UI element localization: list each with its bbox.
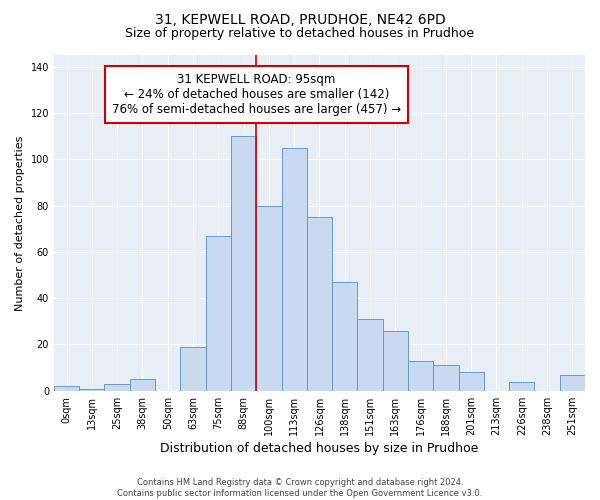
Bar — [130, 379, 155, 391]
Bar — [181, 347, 206, 391]
Bar — [231, 136, 256, 391]
Text: Size of property relative to detached houses in Prudhoe: Size of property relative to detached ho… — [125, 28, 475, 40]
Bar — [206, 236, 231, 391]
Bar — [79, 388, 104, 391]
Bar — [458, 372, 484, 391]
Bar — [307, 217, 332, 391]
Bar — [332, 282, 358, 391]
Bar — [54, 386, 79, 391]
Bar — [408, 360, 433, 391]
Y-axis label: Number of detached properties: Number of detached properties — [15, 135, 25, 310]
Bar — [560, 374, 585, 391]
Bar — [383, 330, 408, 391]
Text: Contains HM Land Registry data © Crown copyright and database right 2024.
Contai: Contains HM Land Registry data © Crown c… — [118, 478, 482, 498]
Bar — [358, 319, 383, 391]
Bar — [281, 148, 307, 391]
Text: 31, KEPWELL ROAD, PRUDHOE, NE42 6PD: 31, KEPWELL ROAD, PRUDHOE, NE42 6PD — [155, 12, 445, 26]
Text: 31 KEPWELL ROAD: 95sqm
← 24% of detached houses are smaller (142)
76% of semi-de: 31 KEPWELL ROAD: 95sqm ← 24% of detached… — [112, 73, 401, 116]
X-axis label: Distribution of detached houses by size in Prudhoe: Distribution of detached houses by size … — [160, 442, 479, 455]
Bar — [509, 382, 535, 391]
Bar — [104, 384, 130, 391]
Bar — [433, 366, 458, 391]
Bar — [256, 206, 281, 391]
